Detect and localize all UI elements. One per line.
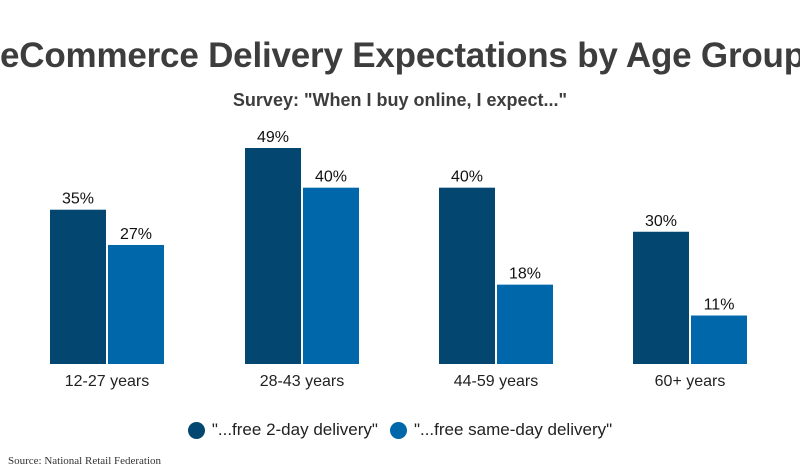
legend-label-2day: "...free 2-day delivery" [211,420,378,439]
legend-swatch-same-day [389,421,407,439]
bar-2day-1 [245,148,301,364]
data-label-2day-1: 49% [257,129,289,146]
legend-item-2day: "...free 2-day delivery" [187,420,378,440]
source-note: Source: National Retail Federation [8,455,162,467]
bar-2day-2 [439,187,495,364]
data-label-same-day-1: 40% [315,169,347,186]
bar-same-day-1 [303,187,359,364]
data-label-2day-2: 40% [451,169,483,186]
data-label-same-day-2: 18% [509,266,541,283]
legend-label-same-day: "...free same-day delivery" [413,420,613,439]
bar-chart: 35% 27% 12-27 years 49% 40% 28-43 years 40% 18%… [50,129,747,390]
legend-swatch-2day [187,421,205,439]
x-tick-label-3: 60+ years [655,373,726,390]
bar-same-day-2 [497,284,553,364]
x-tick-label-0: 12-27 years [65,373,150,390]
data-label-2day-0: 35% [62,191,94,208]
x-tick-label-1: 28-43 years [260,373,345,390]
bar-same-day-0 [108,244,164,364]
bar-2day-3 [633,231,689,364]
chart-subtitle: Survey: "When I buy online, I expect..." [232,90,568,110]
bar-same-day-3 [691,315,747,364]
data-label-2day-3: 30% [645,213,677,230]
data-label-same-day-3: 11% [704,297,735,314]
x-tick-label-2: 44-59 years [454,373,539,390]
bar-2day-0 [50,209,106,364]
legend-item-same-day: "...free same-day delivery" [389,420,613,440]
chart-legend: "...free 2-day delivery" "...free same-d… [0,420,800,440]
data-label-same-day-0: 27% [120,226,152,243]
chart-title: eCommerce Delivery Expectations by Age G… [0,36,800,75]
